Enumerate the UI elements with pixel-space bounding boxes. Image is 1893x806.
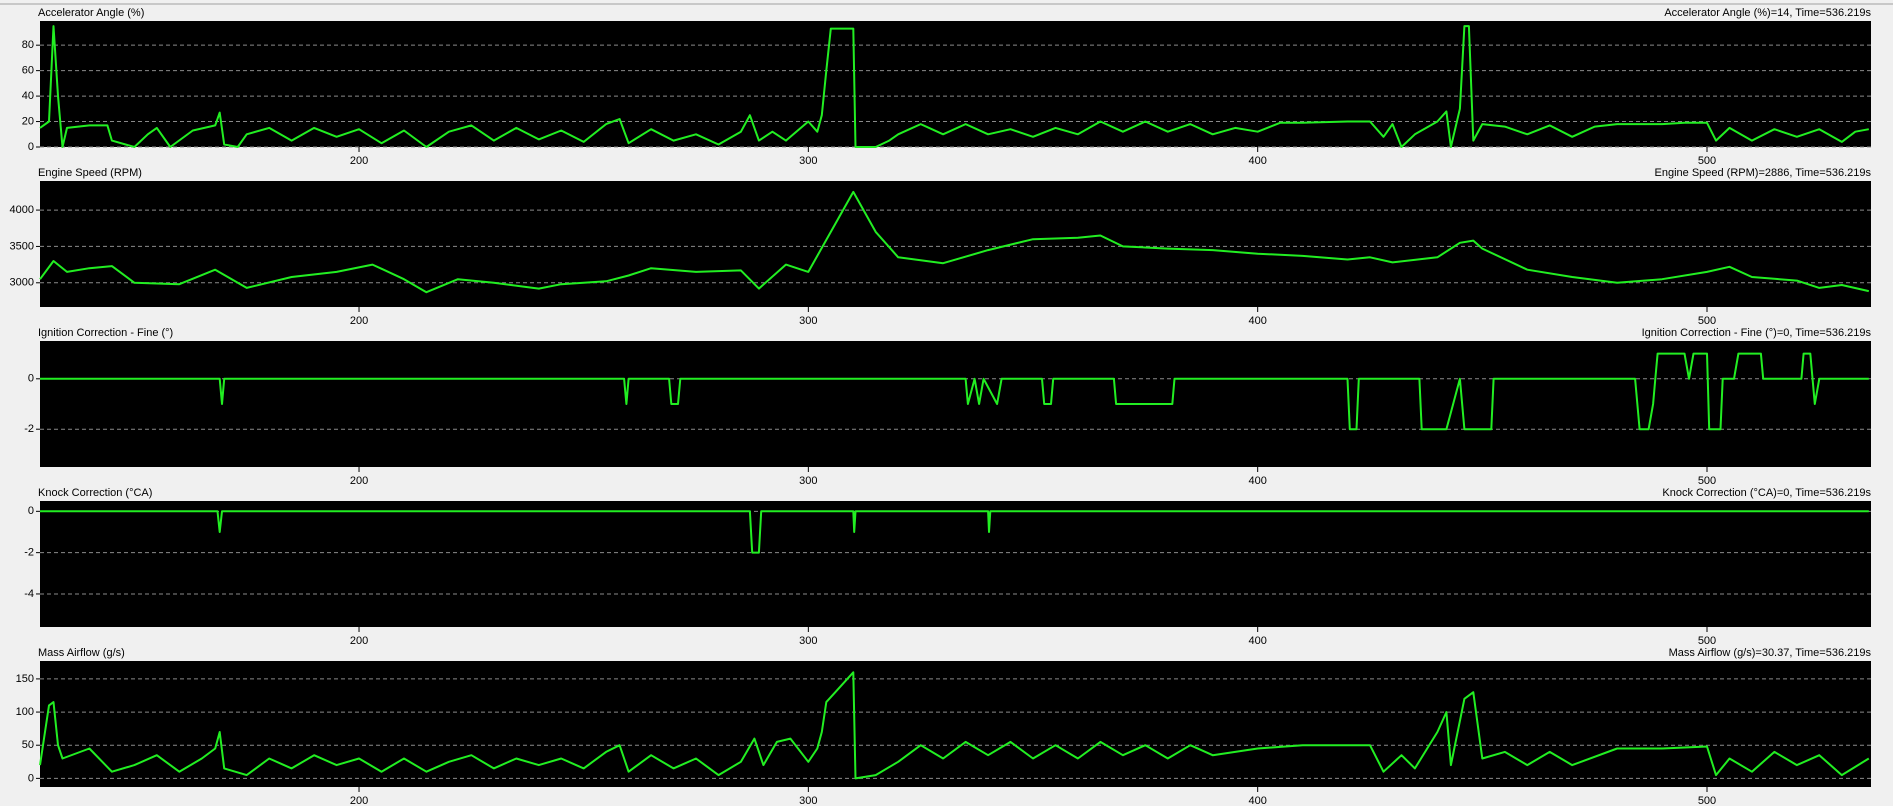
chart-panel: Accelerator Angle (%) Accelerator Angle (… xyxy=(22,7,1872,167)
y-tick-label: 80 xyxy=(22,39,34,51)
y-tick-label: 0 xyxy=(28,373,34,385)
chart-title: Mass Airflow (g/s) xyxy=(38,647,125,659)
x-tick-label: 200 xyxy=(350,795,368,806)
y-tick-label: 50 xyxy=(22,739,34,751)
y-tick-label: -4 xyxy=(24,588,34,600)
x-tick-label: 500 xyxy=(1698,795,1716,806)
y-tick-label: 100 xyxy=(16,706,34,718)
chart-title: Accelerator Angle (%) xyxy=(38,7,144,19)
x-tick-label: 500 xyxy=(1698,475,1716,487)
x-tick-label: 200 xyxy=(350,635,368,647)
x-tick-label: 400 xyxy=(1248,635,1266,647)
y-tick-label: -2 xyxy=(24,423,34,435)
y-tick-label: 150 xyxy=(16,673,34,685)
x-tick-label: 400 xyxy=(1248,315,1266,327)
x-tick-label: 500 xyxy=(1698,155,1716,167)
y-tick-label: -2 xyxy=(24,547,34,559)
y-tick-label: 0 xyxy=(28,772,34,784)
plot-area xyxy=(40,661,1871,787)
x-tick-label: 200 xyxy=(350,315,368,327)
chart-title: Ignition Correction - Fine (°) xyxy=(38,327,173,339)
data-line xyxy=(40,352,1869,431)
x-tick-label: 400 xyxy=(1248,475,1266,487)
readout: Mass Airflow (g/s)=30.37, Time=536.219s xyxy=(1669,647,1872,659)
x-tick-label: 400 xyxy=(1248,155,1266,167)
plot-area xyxy=(40,181,1871,307)
chart-panel: Engine Speed (RPM) Engine Speed (RPM)=288… xyxy=(10,167,1872,327)
readout: Ignition Correction - Fine (°)=0, Time=5… xyxy=(1642,327,1872,339)
plot-area xyxy=(40,341,1871,467)
chart-title: Engine Speed (RPM) xyxy=(38,167,142,179)
x-tick-label: 400 xyxy=(1248,795,1266,806)
data-line xyxy=(40,510,1869,554)
plot-area xyxy=(40,21,1871,147)
chart-panel: Mass Airflow (g/s) Mass Airflow (g/s)=30.… xyxy=(16,647,1872,806)
readout: Accelerator Angle (%)=14, Time=536.219s xyxy=(1664,7,1871,19)
chart-panel: Knock Correction (°CA) Knock Correction (… xyxy=(24,487,1871,647)
chart-panel: Ignition Correction - Fine (°) Ignition C… xyxy=(24,327,1871,487)
plot-area xyxy=(40,501,1871,627)
y-tick-label: 0 xyxy=(28,141,34,153)
x-tick-label: 300 xyxy=(799,795,817,806)
y-tick-label: 40 xyxy=(22,90,34,102)
x-tick-label: 300 xyxy=(799,635,817,647)
x-tick-label: 300 xyxy=(799,475,817,487)
data-line xyxy=(39,671,1870,780)
y-tick-label: 4000 xyxy=(10,204,34,216)
y-tick-label: 3500 xyxy=(10,240,34,252)
x-tick-label: 500 xyxy=(1698,635,1716,647)
y-tick-label: 0 xyxy=(28,505,34,517)
readout: Engine Speed (RPM)=2886, Time=536.219s xyxy=(1655,167,1872,179)
y-tick-label: 60 xyxy=(22,65,34,77)
data-line xyxy=(39,25,1869,148)
x-tick-label: 500 xyxy=(1698,315,1716,327)
readout: Knock Correction (°CA)=0, Time=536.219s xyxy=(1662,487,1871,499)
x-tick-label: 300 xyxy=(799,155,817,167)
x-tick-label: 200 xyxy=(350,155,368,167)
y-tick-label: 20 xyxy=(22,115,34,127)
y-tick-label: 3000 xyxy=(10,277,34,289)
x-tick-label: 200 xyxy=(350,475,368,487)
chart-title: Knock Correction (°CA) xyxy=(38,487,152,499)
x-tick-label: 300 xyxy=(799,315,817,327)
data-line xyxy=(39,190,1870,294)
